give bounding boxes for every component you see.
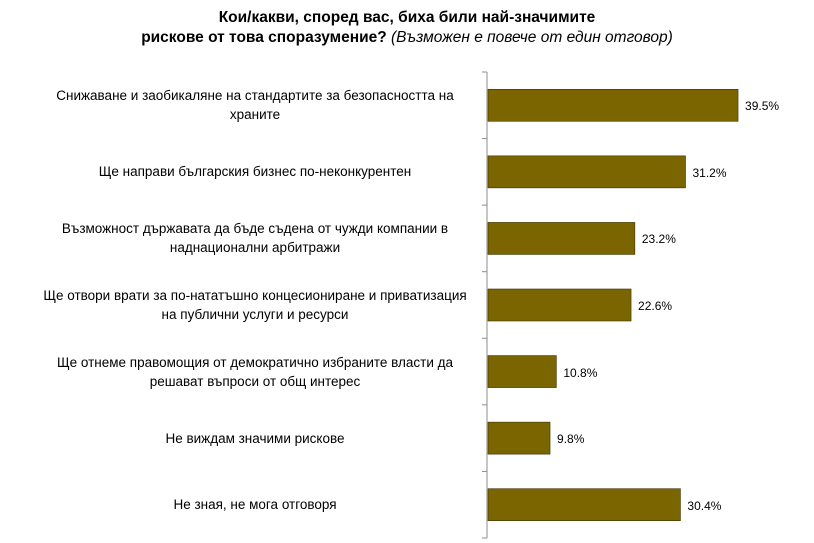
data-label: 39.5% bbox=[745, 99, 780, 114]
bar bbox=[487, 88, 739, 122]
category-label: Не виждам значими рискове bbox=[35, 429, 475, 448]
bar bbox=[487, 421, 551, 455]
chart-subtitle: (Възможен е повече от един отговор) bbox=[391, 29, 673, 46]
category-label: Възможност държавата да бъде съдена от ч… bbox=[35, 219, 475, 257]
category-label: Ще отвори врати за по-нататъшно концесио… bbox=[35, 286, 475, 324]
category-label-line: Възможност държавата да бъде съдена от ч… bbox=[61, 221, 449, 237]
category-label-line: на публични услуги и ресурси bbox=[161, 307, 349, 322]
category-label-line: Ще отнеме правомощия от демократично изб… bbox=[56, 354, 454, 370]
data-label: 23.2% bbox=[641, 232, 676, 247]
data-label: 10.8% bbox=[563, 365, 598, 380]
bar bbox=[487, 488, 681, 522]
category-label-line: Снижаване и заобикаляне на стандартите з… bbox=[56, 88, 454, 104]
chart-title-line-2: рискове от това споразумение? (Възможен … bbox=[0, 28, 814, 48]
category-label-line: наднационални арбитражи bbox=[169, 240, 341, 256]
bar bbox=[487, 355, 557, 388]
data-label: 30.4% bbox=[687, 498, 722, 513]
category-label-line: храните bbox=[229, 107, 281, 123]
category-label: Ще направи българския бизнес по-неконкур… bbox=[35, 162, 475, 181]
bar bbox=[487, 288, 632, 322]
data-label: 22.6% bbox=[638, 299, 673, 313]
data-label: 31.2% bbox=[692, 165, 727, 180]
category-label: Ще отнеме правомощия от демократично изб… bbox=[35, 353, 475, 391]
chart-title: Кои/какви, според вас, биха били най-зна… bbox=[0, 8, 814, 48]
category-label-line: Ще направи българския бизнес по-неконкур… bbox=[98, 164, 412, 180]
category-label-line: Не зная, не мога отговоря bbox=[173, 497, 337, 513]
category-label-line: Ще отвори врати за по-нататъшно концесио… bbox=[43, 288, 467, 303]
chart-title-line-1: Кои/какви, според вас, биха били най-зна… bbox=[218, 9, 596, 26]
category-label-line: решават въпроси от общ интерес bbox=[149, 373, 361, 389]
bar bbox=[487, 155, 686, 189]
category-label: Не зная, не мога отговоря bbox=[35, 495, 475, 514]
bar bbox=[487, 222, 636, 255]
category-label-line: Не виждам значими рискове bbox=[165, 430, 345, 446]
data-label: 9.8% bbox=[557, 432, 585, 447]
chart-title-main: рискове от това споразумение? bbox=[141, 29, 387, 46]
category-label: Снижаване и заобикаляне на стандартите з… bbox=[35, 86, 475, 124]
